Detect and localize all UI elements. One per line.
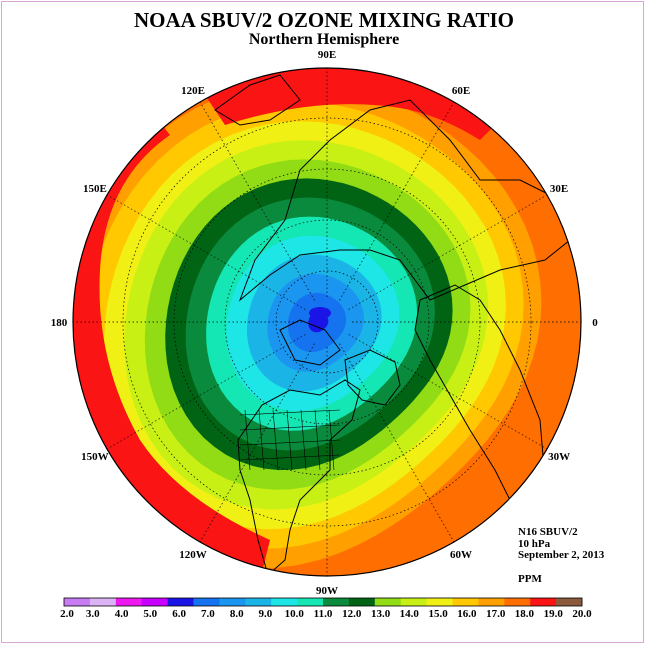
coastline [279, 319, 341, 366]
coastline [237, 379, 361, 576]
colorbar-border [63, 597, 583, 607]
coastline [214, 74, 301, 126]
colorbar-swatch [297, 598, 324, 606]
colorbar-tick-label: 18.0 [515, 608, 535, 620]
colorbar-tick-label: 11.0 [314, 608, 333, 620]
colorbar-swatch [115, 598, 142, 606]
units-label: PPM [518, 573, 542, 585]
state-boundary [239, 439, 341, 446]
colorbar: 2.0 3.0 4.0 5.0 6.0 7.0 8.0 9.0 10.0 11.0 12.0 13.0… [60, 597, 592, 620]
colorbar-tick-label: 6.0 [172, 608, 186, 620]
longitude-label: 90W [316, 585, 338, 597]
colorbar-swatch [323, 598, 350, 606]
colorbar-tick-label: 3.0 [86, 608, 100, 620]
colorbar-swatch [141, 598, 168, 606]
state-boundary [258, 409, 265, 471]
colorbar-swatch [167, 598, 194, 606]
colorbar-swatch [64, 598, 91, 606]
longitude-label: 120W [179, 549, 207, 561]
state-boundary [272, 409, 279, 471]
state-boundary [239, 454, 341, 461]
latitude-circle [275, 270, 379, 374]
colorbar-tick-label: 5.0 [143, 608, 157, 620]
coastline [344, 349, 401, 406]
longitude-label: 60W [450, 549, 472, 561]
state-boundary [300, 409, 307, 471]
state-boundary [328, 409, 335, 471]
colorbar-swatch [530, 598, 557, 606]
latitude-circle [122, 117, 532, 527]
colorbar-swatch [193, 598, 220, 606]
state-boundary [239, 424, 341, 431]
colorbar-tick-label: 13.0 [371, 608, 391, 620]
colorbar-swatch [556, 598, 583, 606]
longitude-label: 150E [83, 183, 107, 195]
colorbar-tick-label: 20.0 [572, 608, 592, 620]
map-border [72, 67, 582, 577]
colorbar-tick-label: 10.0 [285, 608, 305, 620]
colorbar-swatch [219, 598, 246, 606]
colorbar-swatch [271, 598, 298, 606]
colorbar-tick-label: 14.0 [400, 608, 420, 620]
colorbar-tick-label: 8.0 [230, 608, 244, 620]
longitude-label: 0 [592, 317, 598, 329]
graticule [73, 68, 581, 576]
longitude-label: 180 [51, 317, 68, 329]
colorbar-tick-label: 9.0 [259, 608, 273, 620]
colorbar-swatch [400, 598, 427, 606]
state-boundary [239, 409, 341, 416]
polar-minimum [309, 307, 331, 319]
colorbar-tick-label: 7.0 [201, 608, 215, 620]
longitude-label: 150W [81, 451, 109, 463]
state-boundary [286, 409, 293, 471]
longitude-label: 120E [181, 85, 205, 97]
longitude-label: 90E [318, 49, 336, 61]
longitude-label: 30E [550, 183, 568, 195]
colorbar-swatch [452, 598, 479, 606]
colorbar-swatch [426, 598, 453, 606]
colorbar-swatch [504, 598, 531, 606]
date-label: September 2, 2013 [518, 549, 605, 561]
level-label: 10 hPa [518, 538, 551, 550]
colorbar-swatch [245, 598, 272, 606]
page-subtitle: Northern Hemisphere [248, 31, 400, 48]
state-boundary [314, 409, 321, 471]
colorbar-tick-label: 19.0 [544, 608, 564, 620]
colorbar-swatch [348, 598, 376, 606]
page-title: NOAA SBUV/2 OZONE MIXING RATIO [134, 8, 514, 32]
colorbar-swatch [478, 598, 505, 606]
longitude-label: 60E [452, 85, 470, 97]
colorbar-tick-label: 2.0 [60, 608, 74, 620]
instrument-label: N16 SBUV/2 [518, 526, 578, 538]
colorbar-tick-label: 16.0 [457, 608, 477, 620]
colorbar-tick-label: 17.0 [486, 608, 506, 620]
colorbar-tick-label: 15.0 [428, 608, 448, 620]
colorbar-swatch [89, 598, 117, 606]
state-boundary [244, 409, 251, 471]
longitude-label: 30W [548, 451, 570, 463]
colorbar-tick-label: 4.0 [115, 608, 129, 620]
colorbar-tick-label: 12.0 [342, 608, 362, 620]
colorbar-swatch [374, 598, 401, 606]
